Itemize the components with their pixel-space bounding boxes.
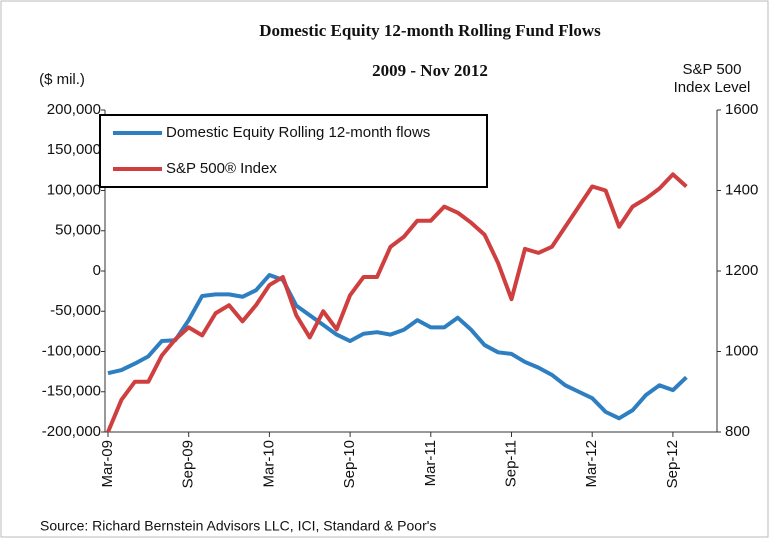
y-tick-label: -50,000	[50, 302, 101, 319]
x-tick-label: Sep-12	[664, 440, 681, 488]
chart-subtitle: 2009 - Nov 2012	[372, 61, 488, 80]
x-tick-label: Sep-11	[502, 440, 519, 487]
y2-axis-label: S&P 500 Index Level	[674, 61, 751, 96]
x-tick-label: Mar-10	[260, 440, 277, 488]
y2-tick-label: 1400	[725, 181, 758, 198]
legend-label: S&P 500® Index	[166, 160, 277, 177]
y2-tick-label: 1200	[725, 262, 758, 279]
y-tick-label: 150,000	[47, 141, 101, 158]
y-tick-label: 100,000	[47, 181, 101, 198]
source: Source: Richard Bernstein Advisors LLC, …	[40, 518, 436, 534]
y-axis-label: ($ mil.)	[39, 71, 85, 88]
x-tick-label: Mar-09	[99, 440, 116, 488]
x-tick-label: Mar-11	[422, 440, 439, 486]
y-tick-label: 50,000	[55, 222, 101, 239]
y2-tick-label: 1600	[725, 101, 758, 118]
y2-tick-label: 800	[725, 423, 750, 440]
line-series	[106, 172, 688, 433]
chart-title: Domestic Equity 12-month Rolling Fund Fl…	[259, 21, 601, 40]
y2-tick-label: 1000	[725, 342, 758, 359]
y-tick-label: -100,000	[42, 342, 101, 359]
y-tick-label: -150,000	[42, 383, 101, 400]
x-tick-label: Sep-09	[180, 440, 197, 488]
y-tick-label: 0	[93, 262, 101, 279]
line-series	[107, 273, 688, 421]
y-tick-label: -200,000	[42, 423, 101, 440]
legend-label: Domestic Equity Rolling 12-month flows	[166, 124, 430, 141]
x-tick-label: Mar-12	[583, 440, 600, 488]
legend-box	[99, 114, 488, 188]
x-tick-label: Sep-10	[341, 440, 358, 488]
y-tick-label: 200,000	[47, 101, 101, 118]
